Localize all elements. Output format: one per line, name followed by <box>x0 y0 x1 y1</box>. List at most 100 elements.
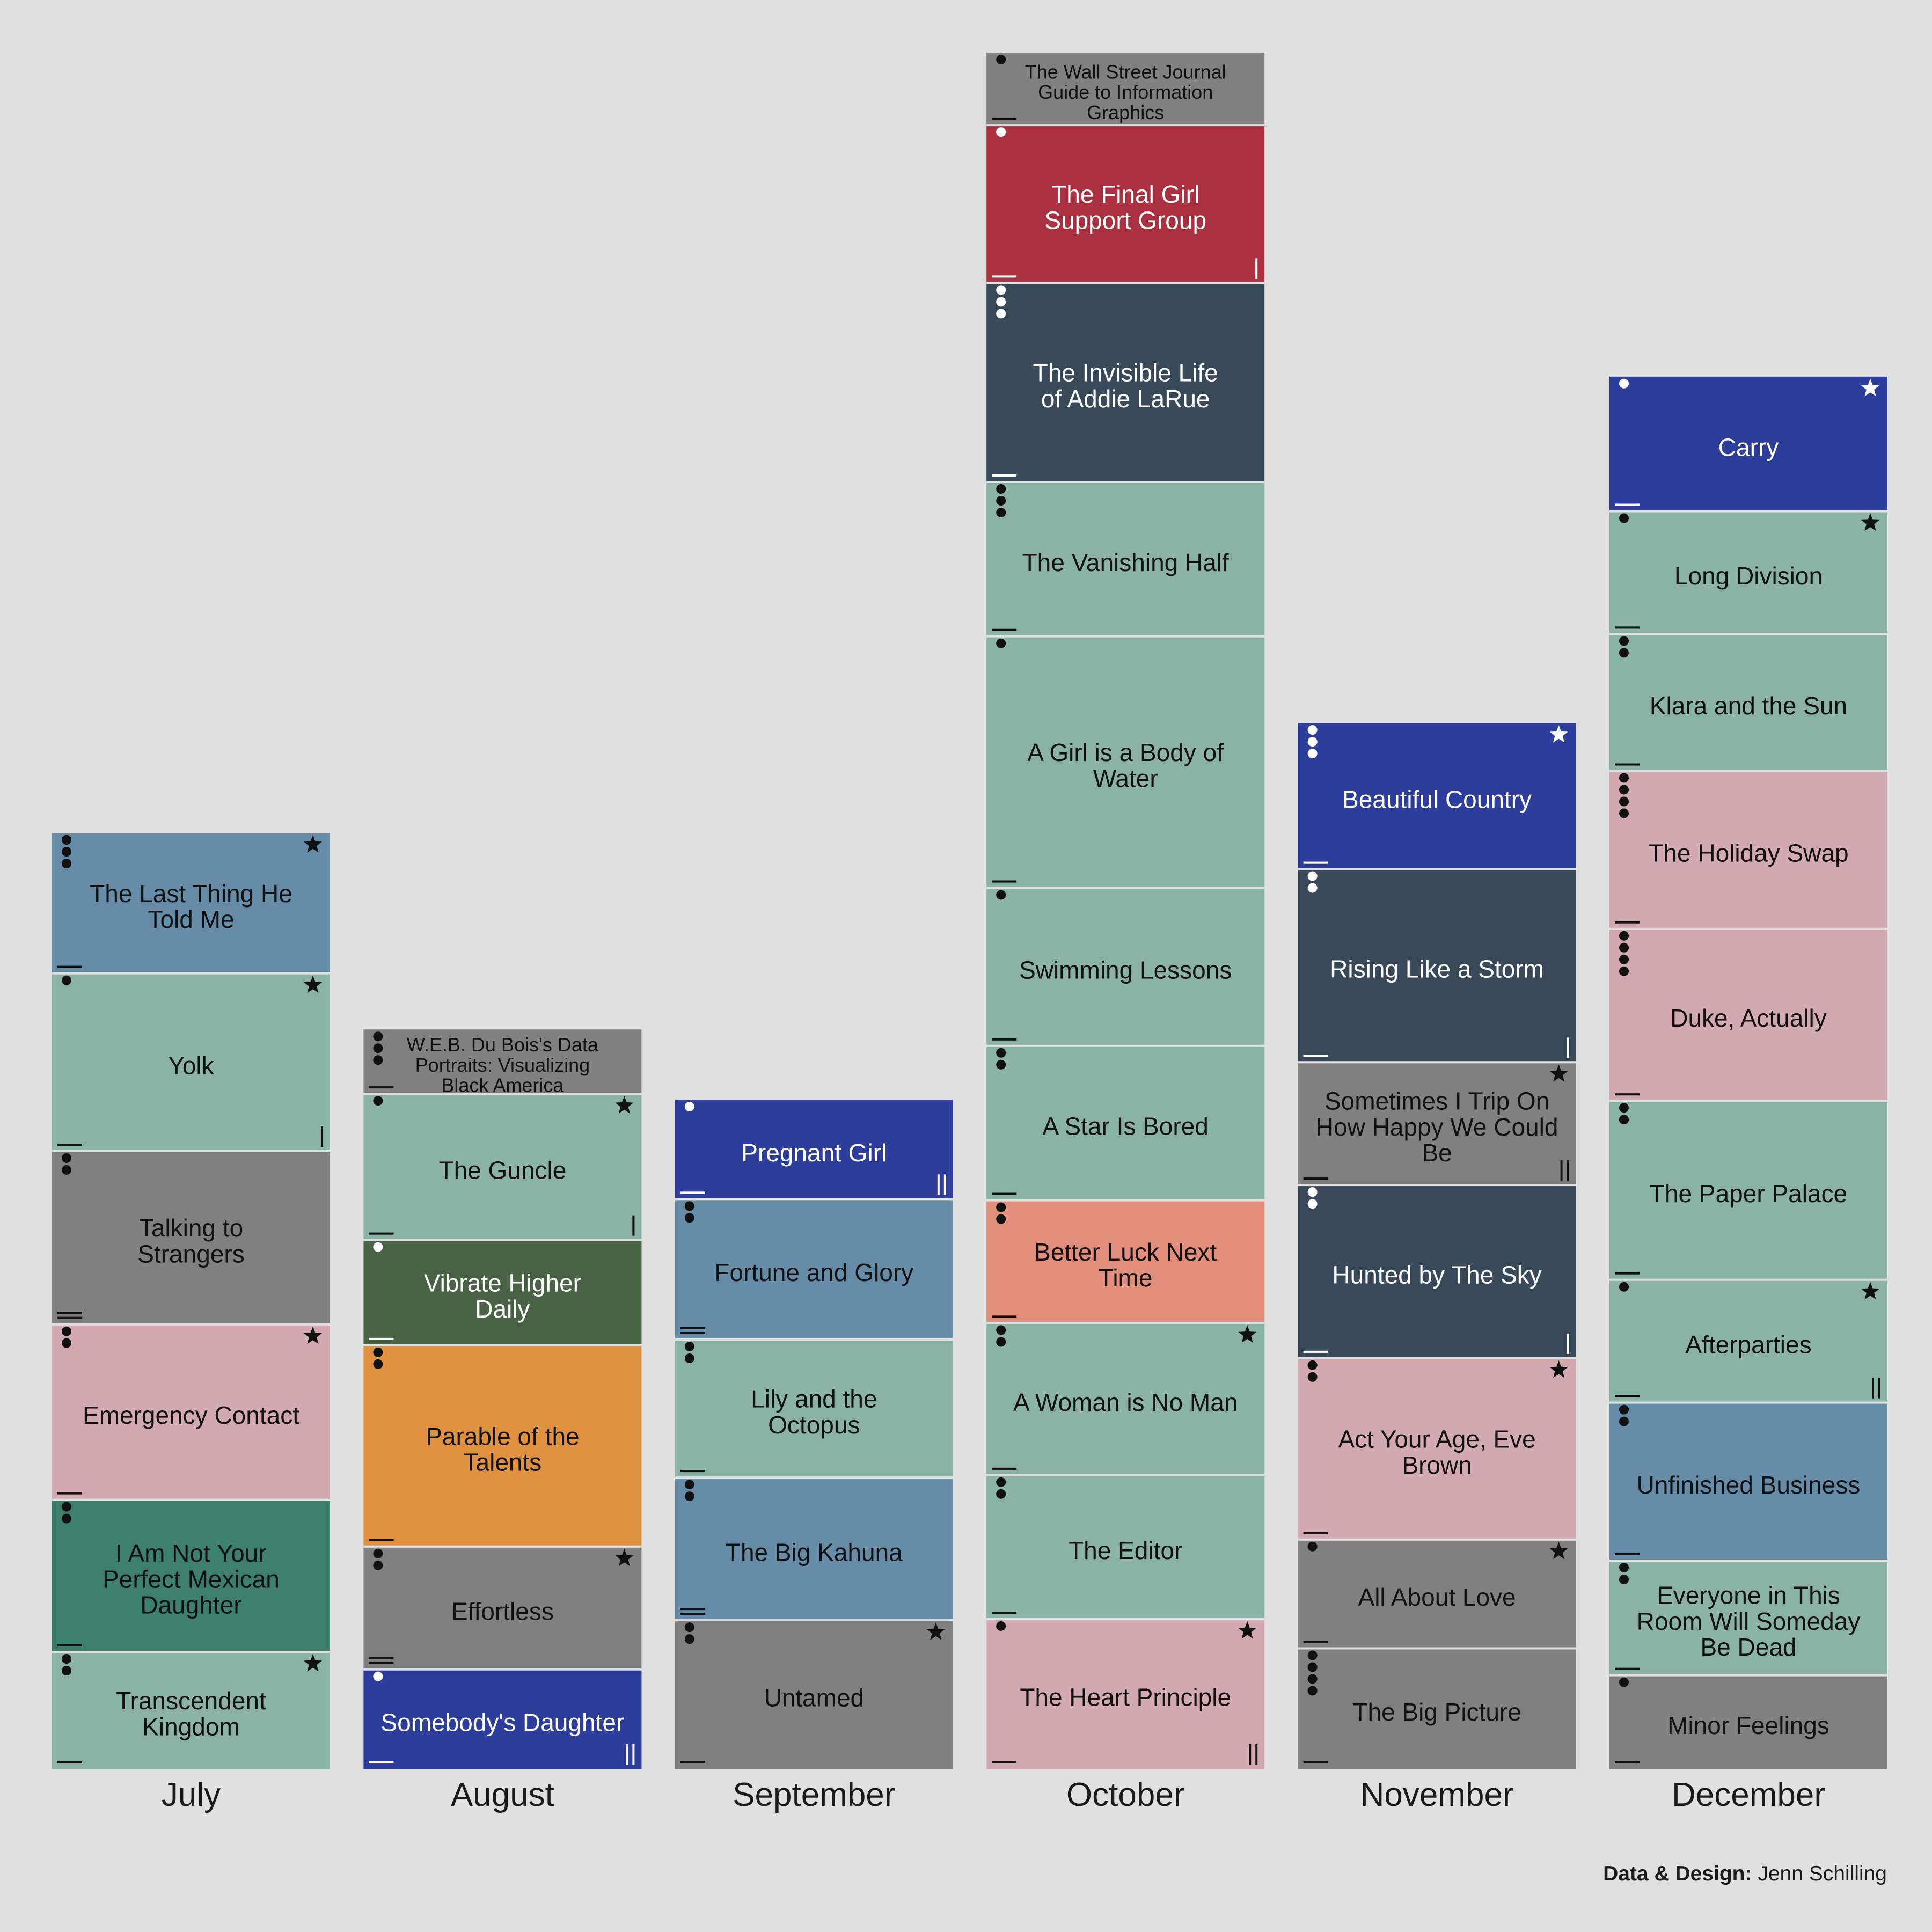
rating-dot <box>62 1513 71 1524</box>
rating-dot <box>1619 378 1629 389</box>
book-block <box>363 1345 642 1547</box>
book-block <box>1609 771 1887 929</box>
rating-dot <box>996 1059 1006 1070</box>
book-block <box>675 1100 953 1199</box>
book-title: Told Me <box>148 905 234 933</box>
rating-dot <box>62 859 71 868</box>
rating-dot <box>1619 1103 1629 1113</box>
favorite-star-icon <box>1861 378 1880 397</box>
book-block <box>1298 869 1576 1063</box>
book-block <box>363 1240 642 1345</box>
book-block <box>986 1045 1265 1201</box>
book-title: Hunted by The Sky <box>1332 1261 1541 1289</box>
book-title: How Happy We Could <box>1316 1113 1558 1141</box>
rating-dot <box>1619 931 1629 941</box>
rating-dot <box>62 1666 71 1675</box>
book-block <box>986 1200 1265 1323</box>
book-title: Octopus <box>768 1411 860 1439</box>
book-title: Untamed <box>764 1684 864 1712</box>
rating-dot <box>1619 1282 1629 1292</box>
rating-dot <box>1307 1686 1318 1696</box>
book-block <box>986 636 1265 888</box>
book-block <box>675 1199 953 1340</box>
book-title: Unfinished Business <box>1637 1471 1861 1499</box>
book-title: Rising Like a Storm <box>1330 955 1544 983</box>
rating-dot <box>1619 1115 1629 1125</box>
rating-dot <box>996 1621 1006 1631</box>
favorite-star-icon <box>926 1622 945 1640</box>
favorite-star-icon <box>1549 1360 1568 1378</box>
favorite-star-icon <box>303 1654 323 1672</box>
rating-dot <box>373 1242 383 1252</box>
rating-dot <box>62 1326 71 1336</box>
book-title: The Wall Street Journal <box>1025 61 1226 83</box>
rating-dot <box>62 847 71 857</box>
rating-dot <box>1307 871 1318 881</box>
book-title: W.E.B. Du Bois's Data <box>407 1034 599 1056</box>
rating-dot <box>684 1102 694 1112</box>
book-block <box>1609 1675 1887 1769</box>
book-block <box>1609 634 1887 771</box>
rating-dot <box>1619 796 1629 807</box>
book-title: Vibrate Higher <box>424 1269 581 1297</box>
book-title: Support Group <box>1044 207 1206 235</box>
favorite-star-icon <box>1549 1064 1568 1082</box>
month-label: October <box>1066 1776 1185 1813</box>
rating-dot <box>996 496 1006 506</box>
book-title: I Am Not Your <box>115 1539 266 1567</box>
rating-dot <box>1307 737 1318 747</box>
book-block <box>1609 511 1887 634</box>
rating-dot <box>1619 513 1629 523</box>
rating-dot <box>996 1489 1006 1499</box>
book-block <box>1609 1402 1887 1561</box>
book-title: Lily and the <box>751 1385 877 1413</box>
rating-dot <box>1619 1416 1629 1426</box>
credit-line: Data & Design: Jenn Schilling <box>1603 1862 1887 1886</box>
book-title: of Addie LaRue <box>1041 385 1210 413</box>
book-title: Long Division <box>1674 562 1823 590</box>
favorite-star-icon <box>1861 513 1880 531</box>
book-block <box>52 973 330 1151</box>
favorite-star-icon <box>1549 1541 1568 1560</box>
rating-dot <box>684 1622 694 1633</box>
book-title: Black America <box>441 1074 564 1096</box>
rating-dot <box>62 835 71 845</box>
book-block <box>986 888 1265 1046</box>
book-title: The Editor <box>1069 1536 1182 1564</box>
rating-dot <box>62 1165 71 1175</box>
rating-dot <box>1307 1199 1318 1209</box>
book-block <box>363 1546 642 1670</box>
rating-dot <box>373 1043 383 1053</box>
favorite-star-icon <box>615 1548 634 1567</box>
rating-dot <box>1307 883 1318 893</box>
book-block <box>1298 1358 1576 1540</box>
credit-label: Data & Design: <box>1603 1862 1752 1885</box>
rating-dot <box>1307 725 1318 735</box>
rating-dot <box>684 1353 694 1363</box>
book-block <box>986 125 1265 283</box>
book-title: Strangers <box>137 1240 244 1268</box>
book-block <box>1298 1062 1576 1185</box>
book-title: Sometimes I Trip On <box>1324 1087 1549 1115</box>
rating-dot <box>1619 648 1629 658</box>
month-label: December <box>1672 1776 1825 1813</box>
book-title: Klara and the Sun <box>1650 692 1847 720</box>
book-title: Afterparties <box>1685 1330 1811 1358</box>
rating-dot <box>996 285 1006 295</box>
book-title: Duke, Actually <box>1670 1004 1826 1032</box>
book-title: Water <box>1093 764 1158 792</box>
book-title: The Big Picture <box>1352 1698 1521 1726</box>
rating-dot <box>1619 966 1629 976</box>
rating-dot <box>1619 954 1629 964</box>
book-block <box>1609 1101 1887 1280</box>
book-block <box>52 1151 330 1324</box>
book-block <box>52 1499 330 1652</box>
rating-dot <box>996 890 1006 900</box>
book-block <box>1609 928 1887 1101</box>
credit-name: Jenn Schilling <box>1758 1862 1887 1885</box>
book-title: The Last Thing He <box>90 880 292 908</box>
favorite-star-icon <box>1549 725 1568 743</box>
book-title: Guide to Information <box>1038 81 1213 103</box>
book-title: Kingdom <box>142 1713 240 1740</box>
